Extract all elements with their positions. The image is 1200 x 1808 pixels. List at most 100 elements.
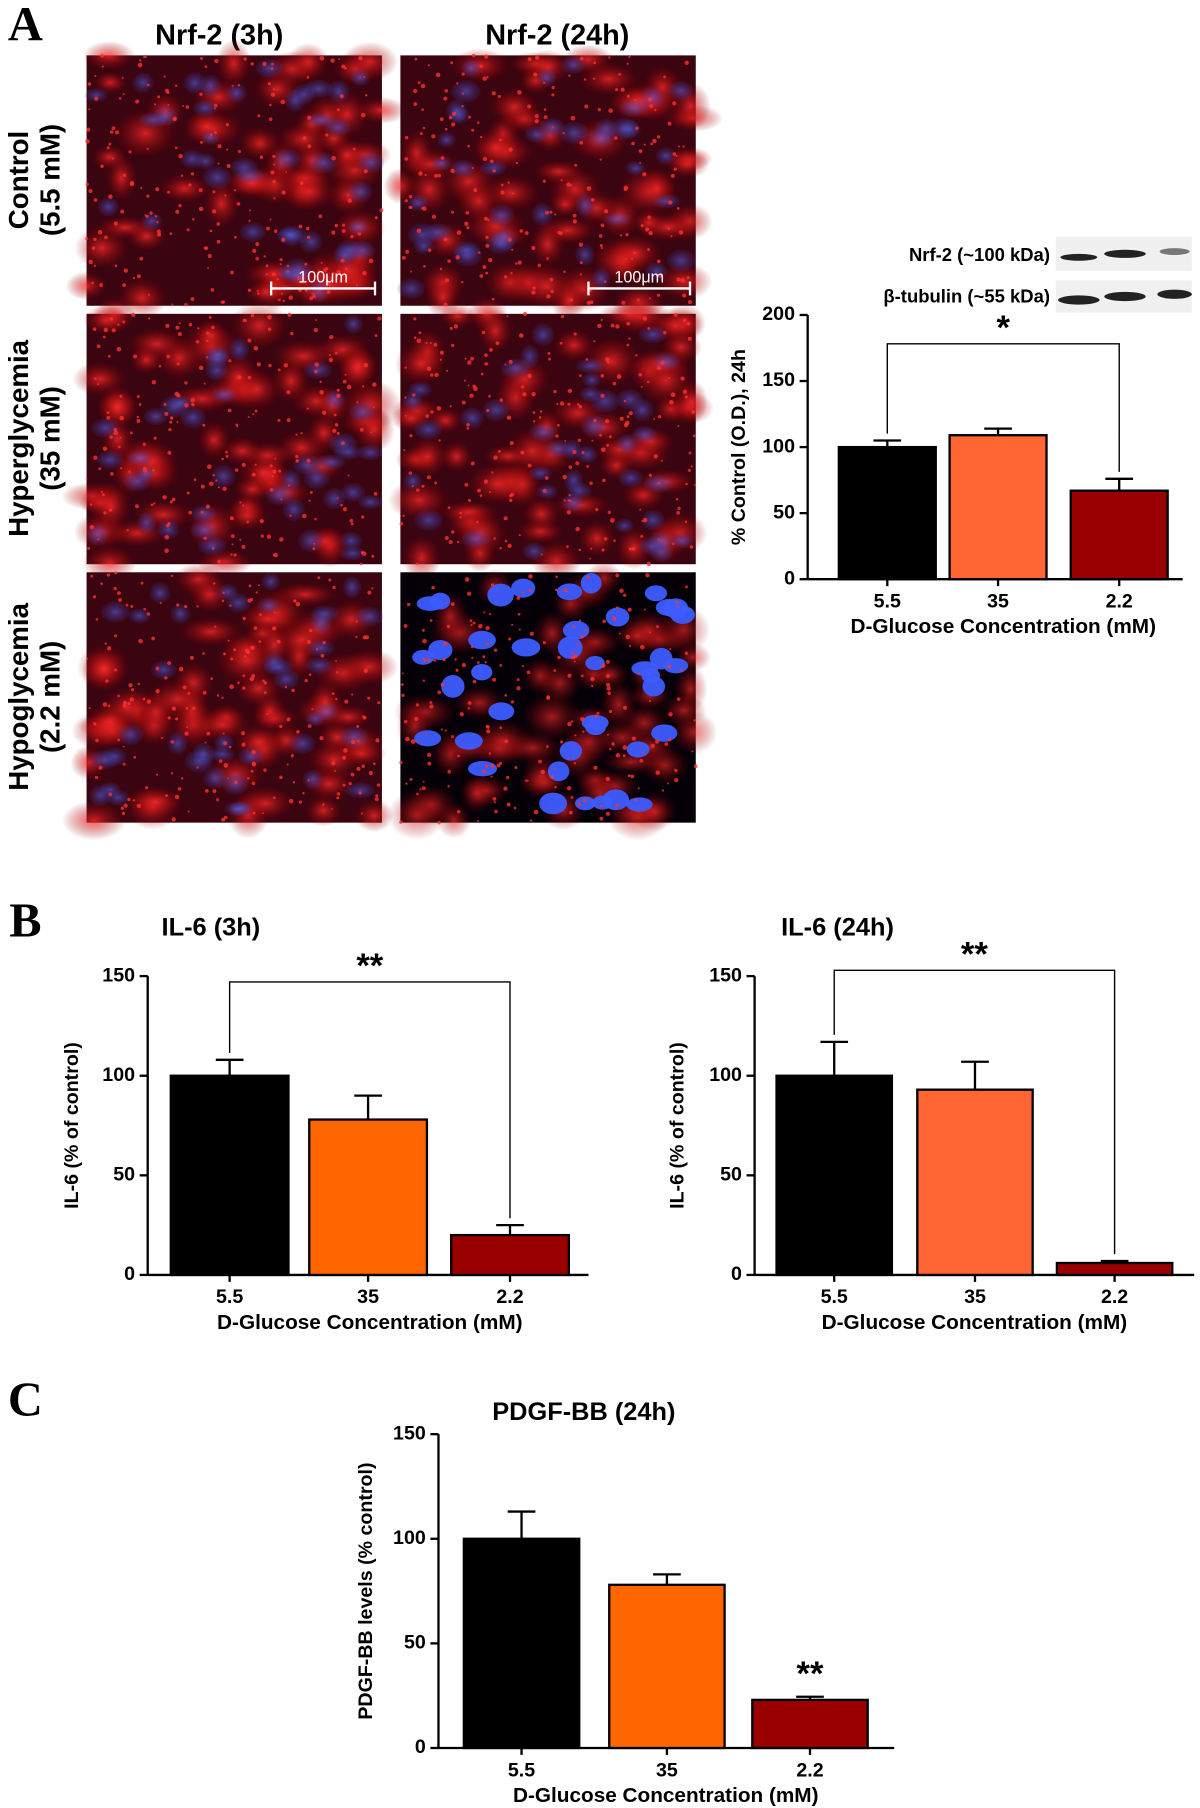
speckle	[105, 679, 109, 683]
speckle	[86, 127, 91, 132]
speckle	[642, 316, 648, 321]
nucleus	[511, 638, 541, 657]
speckle	[174, 146, 178, 150]
speckle	[484, 353, 488, 357]
speckle	[373, 492, 378, 496]
speckle	[571, 655, 576, 660]
speckle	[247, 375, 252, 380]
speckle	[313, 542, 316, 545]
nucleus	[428, 640, 453, 661]
speckle	[545, 210, 550, 215]
speckle	[207, 266, 209, 269]
speckle	[241, 544, 246, 549]
speckle	[229, 516, 234, 521]
speckle	[185, 105, 190, 109]
speckle	[622, 754, 626, 758]
speckle	[114, 130, 120, 135]
speckle	[290, 331, 294, 336]
speckle	[295, 433, 298, 436]
speckle	[212, 190, 216, 194]
speckle	[85, 477, 88, 480]
blot-label: Nrf-2 (~100 kDa)	[909, 244, 1050, 265]
speckle	[603, 280, 607, 283]
significance-label: **	[797, 1655, 824, 1693]
speckle	[286, 763, 289, 766]
speckle	[223, 815, 228, 820]
speckle	[608, 56, 611, 59]
speckle	[379, 208, 384, 213]
speckle	[152, 469, 155, 472]
speckle	[596, 711, 600, 715]
cell	[459, 773, 495, 814]
nucleus	[461, 59, 481, 77]
speckle	[676, 207, 680, 210]
speckle	[402, 514, 405, 518]
nucleus	[345, 782, 376, 799]
nucleus	[203, 767, 228, 789]
speckle	[563, 588, 568, 593]
speckle	[212, 582, 216, 585]
speckle	[613, 136, 618, 140]
speckle	[540, 769, 545, 775]
speckle	[362, 635, 367, 640]
cell	[577, 520, 616, 557]
speckle	[629, 644, 632, 647]
speckle	[214, 625, 217, 628]
speckle	[466, 422, 470, 427]
speckle	[374, 216, 378, 220]
speckle	[341, 441, 345, 446]
speckle	[368, 258, 374, 264]
speckle	[421, 484, 425, 488]
speckle	[342, 507, 348, 512]
speckle	[672, 152, 677, 156]
y-tick-label: 100	[102, 1064, 135, 1086]
speckle	[488, 752, 492, 755]
speckle	[239, 538, 242, 541]
speckle	[113, 427, 118, 432]
speckle	[99, 53, 105, 58]
speckle	[360, 812, 363, 815]
speckle	[568, 74, 571, 77]
speckle	[647, 215, 651, 220]
speckle	[620, 87, 625, 92]
speckle	[276, 639, 281, 644]
speckle	[314, 517, 317, 521]
speckle	[554, 213, 557, 216]
speckle	[336, 388, 340, 392]
speckle	[182, 104, 185, 107]
speckle	[142, 442, 146, 446]
speckle	[251, 749, 256, 755]
speckle	[618, 632, 621, 635]
nucleus	[304, 79, 334, 99]
speckle	[95, 738, 99, 743]
speckle	[181, 777, 184, 780]
speckle	[317, 576, 321, 580]
speckle	[520, 450, 525, 455]
nucleus	[667, 81, 694, 101]
speckle	[538, 759, 542, 764]
speckle	[223, 652, 226, 656]
speckle	[177, 332, 182, 337]
speckle	[413, 88, 418, 94]
speckle	[422, 206, 427, 211]
speckle	[639, 508, 642, 511]
speckle	[299, 181, 304, 186]
speckle	[495, 341, 500, 346]
speckle	[211, 547, 215, 550]
speckle	[144, 55, 147, 58]
speckle	[638, 672, 641, 675]
speckle	[404, 366, 407, 369]
speckle	[304, 262, 308, 266]
speckle	[272, 179, 276, 184]
speckle	[484, 362, 488, 366]
speckle	[646, 380, 650, 384]
speckle	[133, 354, 138, 359]
speckle	[269, 103, 272, 107]
speckle	[577, 438, 581, 443]
nucleus	[357, 152, 385, 174]
cell	[82, 41, 136, 71]
speckle	[347, 198, 353, 203]
speckle	[359, 562, 363, 566]
row-label: (5.5 mM)	[34, 124, 65, 236]
speckle	[508, 359, 513, 364]
